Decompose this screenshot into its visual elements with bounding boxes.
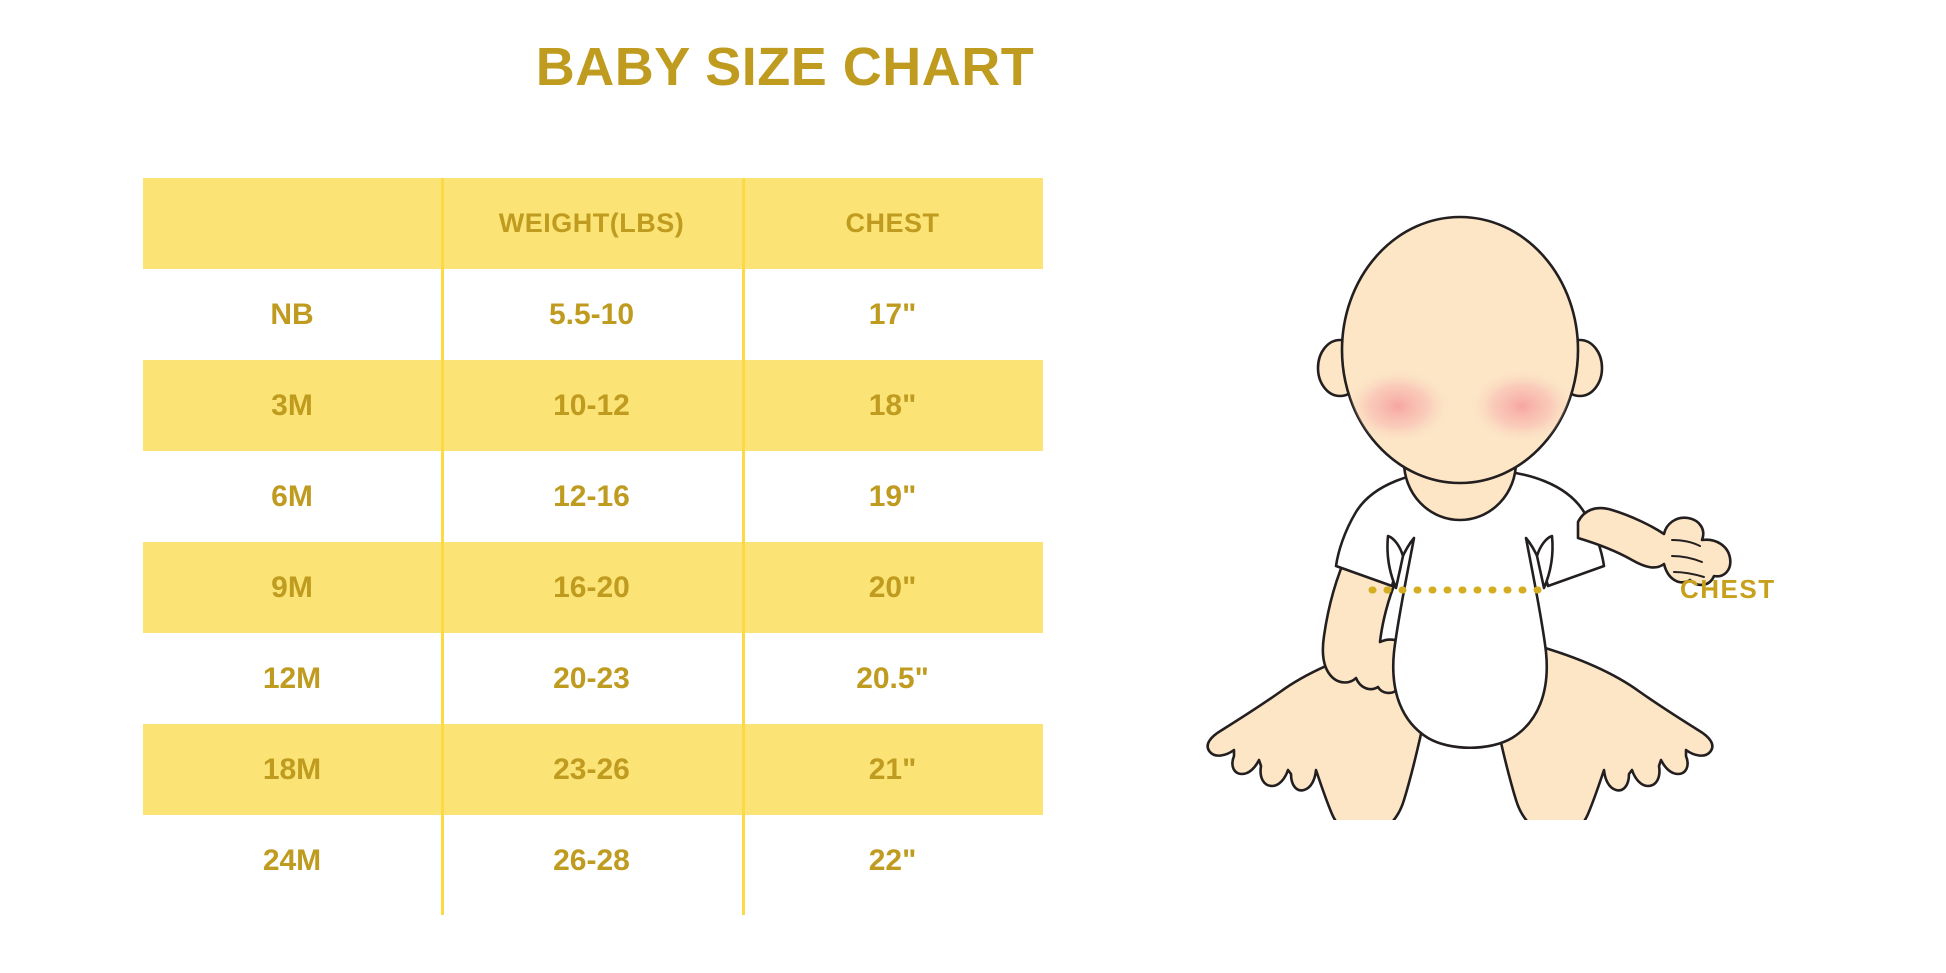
table-divider-line-1 (441, 178, 444, 915)
cell-weight: 23-26 (553, 752, 630, 786)
column-header-chest: CHEST (845, 208, 940, 238)
table-row: NB 5.5-10 17" (143, 269, 1043, 360)
cell-size: 24M (262, 843, 322, 877)
cell-weight: 12-16 (553, 479, 630, 513)
cell-weight: 26-28 (553, 843, 630, 877)
cell-chest: 21" (868, 752, 917, 786)
cell-weight: 20-23 (553, 661, 630, 695)
table-row: 18M 23-26 21" (143, 724, 1043, 815)
baby-onesie (1334, 468, 1606, 750)
column-header-weight: WEIGHT(LBS) (498, 208, 685, 238)
table-divider-line-2 (742, 178, 745, 915)
cell-size: NB (270, 297, 314, 331)
table-row: 12M 20-23 20.5" (143, 633, 1043, 724)
table-row: 9M 16-20 20" (143, 542, 1043, 633)
chest-measure-label: CHEST (1680, 574, 1776, 604)
page-title: BABY SIZE CHART (535, 37, 1035, 97)
cell-weight: 10-12 (553, 388, 630, 422)
cell-weight: 16-20 (553, 570, 630, 604)
table-row: 3M 10-12 18" (143, 360, 1043, 451)
table-header-row: WEIGHT(LBS) CHEST (143, 178, 1043, 269)
baby-size-table: WEIGHT(LBS) CHEST NB 5.5-10 17" 3M 10-12… (143, 178, 1043, 915)
cell-chest: 20" (868, 570, 917, 604)
cell-weight: 5.5-10 (548, 297, 635, 331)
cell-size: 3M (271, 388, 313, 422)
cell-size: 6M (271, 479, 313, 513)
cell-size: 9M (271, 570, 313, 604)
table-row: 24M 26-28 22" (143, 815, 1043, 906)
baby-illustration (1206, 215, 1732, 820)
cell-chest: 22" (868, 843, 917, 877)
table-row: 6M 12-16 19" (143, 451, 1043, 542)
cell-chest: 18" (868, 388, 917, 422)
baby-right-arm (1576, 506, 1732, 587)
cell-chest: 17" (868, 297, 917, 331)
cell-chest: 20.5" (856, 661, 929, 695)
baby-head (1316, 215, 1604, 485)
cell-size: 12M (262, 661, 322, 695)
cell-size: 18M (262, 752, 322, 786)
cell-chest: 19" (868, 479, 917, 513)
